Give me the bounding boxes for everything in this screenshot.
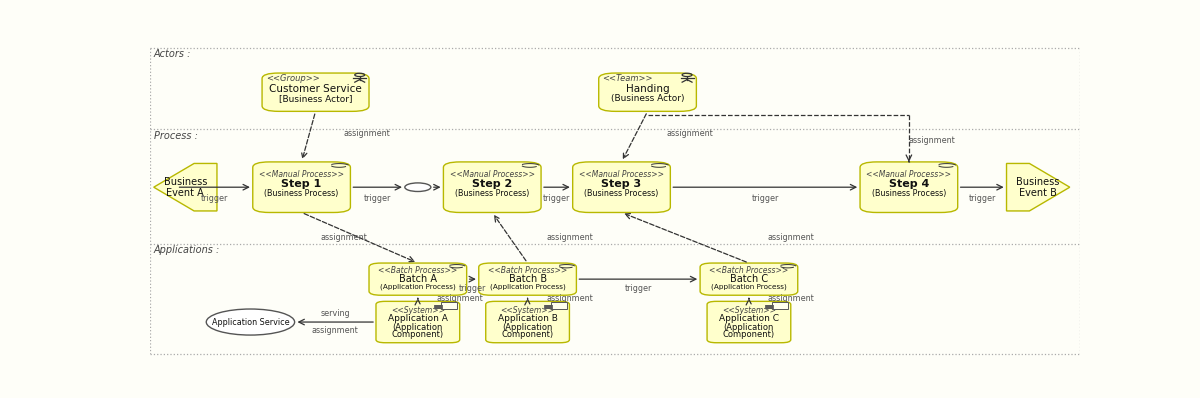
Text: Step 1: Step 1: [282, 179, 322, 189]
Circle shape: [404, 183, 431, 191]
FancyBboxPatch shape: [370, 263, 467, 295]
Text: trigger: trigger: [364, 194, 391, 203]
Text: Applications :: Applications :: [154, 246, 220, 256]
Text: trigger: trigger: [544, 194, 570, 203]
FancyBboxPatch shape: [766, 304, 773, 306]
FancyBboxPatch shape: [479, 263, 576, 295]
Text: (Application: (Application: [503, 323, 553, 332]
Text: <<Team>>: <<Team>>: [602, 74, 653, 83]
Text: assignment: assignment: [437, 294, 484, 303]
Text: assignment: assignment: [312, 326, 359, 335]
Text: trigger: trigger: [751, 194, 779, 203]
FancyBboxPatch shape: [262, 73, 370, 111]
Text: <<Batch Process>>: <<Batch Process>>: [488, 266, 568, 275]
Text: Business: Business: [163, 177, 208, 187]
FancyBboxPatch shape: [544, 307, 552, 308]
Text: (Business Actor): (Business Actor): [611, 94, 684, 103]
FancyBboxPatch shape: [700, 263, 798, 295]
Text: (Application Process): (Application Process): [380, 283, 456, 290]
Text: Application C: Application C: [719, 314, 779, 324]
FancyBboxPatch shape: [772, 302, 788, 309]
FancyBboxPatch shape: [444, 162, 541, 213]
FancyBboxPatch shape: [486, 301, 570, 343]
Text: Component): Component): [391, 330, 444, 339]
Text: Component): Component): [502, 330, 553, 339]
FancyBboxPatch shape: [434, 307, 442, 308]
Text: assignment: assignment: [767, 233, 814, 242]
Text: Event B: Event B: [1019, 188, 1057, 198]
Polygon shape: [154, 164, 217, 211]
Text: (Business Process): (Business Process): [871, 189, 946, 199]
Text: [Business Actor]: [Business Actor]: [278, 94, 353, 103]
Text: Actors :: Actors :: [154, 49, 191, 59]
Text: Process :: Process :: [154, 131, 198, 140]
FancyBboxPatch shape: [544, 304, 552, 306]
Text: Step 4: Step 4: [889, 179, 929, 189]
FancyBboxPatch shape: [551, 302, 566, 309]
Text: Step 2: Step 2: [472, 179, 512, 189]
Text: trigger: trigger: [460, 285, 486, 293]
Text: assignment: assignment: [546, 294, 593, 303]
Text: Application Service: Application Service: [211, 318, 289, 326]
Ellipse shape: [206, 309, 295, 335]
Text: <<Batch Process>>: <<Batch Process>>: [709, 266, 788, 275]
Text: Customer Service: Customer Service: [269, 84, 362, 94]
Text: <<Manual Process>>: <<Manual Process>>: [450, 170, 535, 179]
Text: trigger: trigger: [200, 194, 228, 203]
Text: Handing: Handing: [625, 84, 670, 94]
Text: Component): Component): [722, 330, 775, 339]
Text: <<Group>>: <<Group>>: [265, 74, 319, 83]
FancyBboxPatch shape: [376, 301, 460, 343]
Text: (Business Process): (Business Process): [264, 189, 338, 199]
Text: Business: Business: [1016, 177, 1060, 187]
Text: Application B: Application B: [498, 314, 558, 324]
FancyBboxPatch shape: [434, 304, 442, 306]
Text: <<Manual Process>>: <<Manual Process>>: [866, 170, 952, 179]
Text: assignment: assignment: [767, 294, 814, 303]
FancyBboxPatch shape: [150, 48, 1080, 354]
Text: <<Batch Process>>: <<Batch Process>>: [378, 266, 457, 275]
Polygon shape: [1007, 164, 1069, 211]
Text: Batch A: Batch A: [398, 273, 437, 283]
FancyBboxPatch shape: [599, 73, 696, 111]
Text: serving: serving: [320, 309, 350, 318]
FancyBboxPatch shape: [253, 162, 350, 213]
Text: trigger: trigger: [968, 194, 996, 203]
Text: <<Manual Process>>: <<Manual Process>>: [259, 170, 344, 179]
Text: trigger: trigger: [624, 285, 652, 293]
Text: Event A: Event A: [167, 188, 204, 198]
FancyBboxPatch shape: [766, 307, 773, 308]
Text: (Application Process): (Application Process): [712, 283, 787, 290]
FancyBboxPatch shape: [572, 162, 671, 213]
Text: <<System>>: <<System>>: [722, 306, 776, 315]
Text: assignment: assignment: [320, 233, 367, 242]
FancyBboxPatch shape: [442, 302, 457, 309]
Text: Batch C: Batch C: [730, 273, 768, 283]
Text: (Business Process): (Business Process): [455, 189, 529, 199]
Text: assignment: assignment: [546, 233, 593, 242]
Text: <<System>>: <<System>>: [500, 306, 554, 315]
Text: <<Manual Process>>: <<Manual Process>>: [580, 170, 664, 179]
Text: Application A: Application A: [388, 314, 448, 324]
Text: Batch B: Batch B: [509, 273, 547, 283]
FancyBboxPatch shape: [860, 162, 958, 213]
Text: (Application: (Application: [724, 323, 774, 332]
Text: assignment: assignment: [908, 136, 955, 145]
FancyBboxPatch shape: [707, 301, 791, 343]
Text: (Application Process): (Application Process): [490, 283, 565, 290]
Text: (Application: (Application: [392, 323, 443, 332]
Text: assignment: assignment: [666, 129, 713, 138]
Text: (Business Process): (Business Process): [584, 189, 659, 199]
Text: Step 3: Step 3: [601, 179, 642, 189]
Text: assignment: assignment: [343, 129, 390, 138]
Text: <<System>>: <<System>>: [391, 306, 445, 315]
